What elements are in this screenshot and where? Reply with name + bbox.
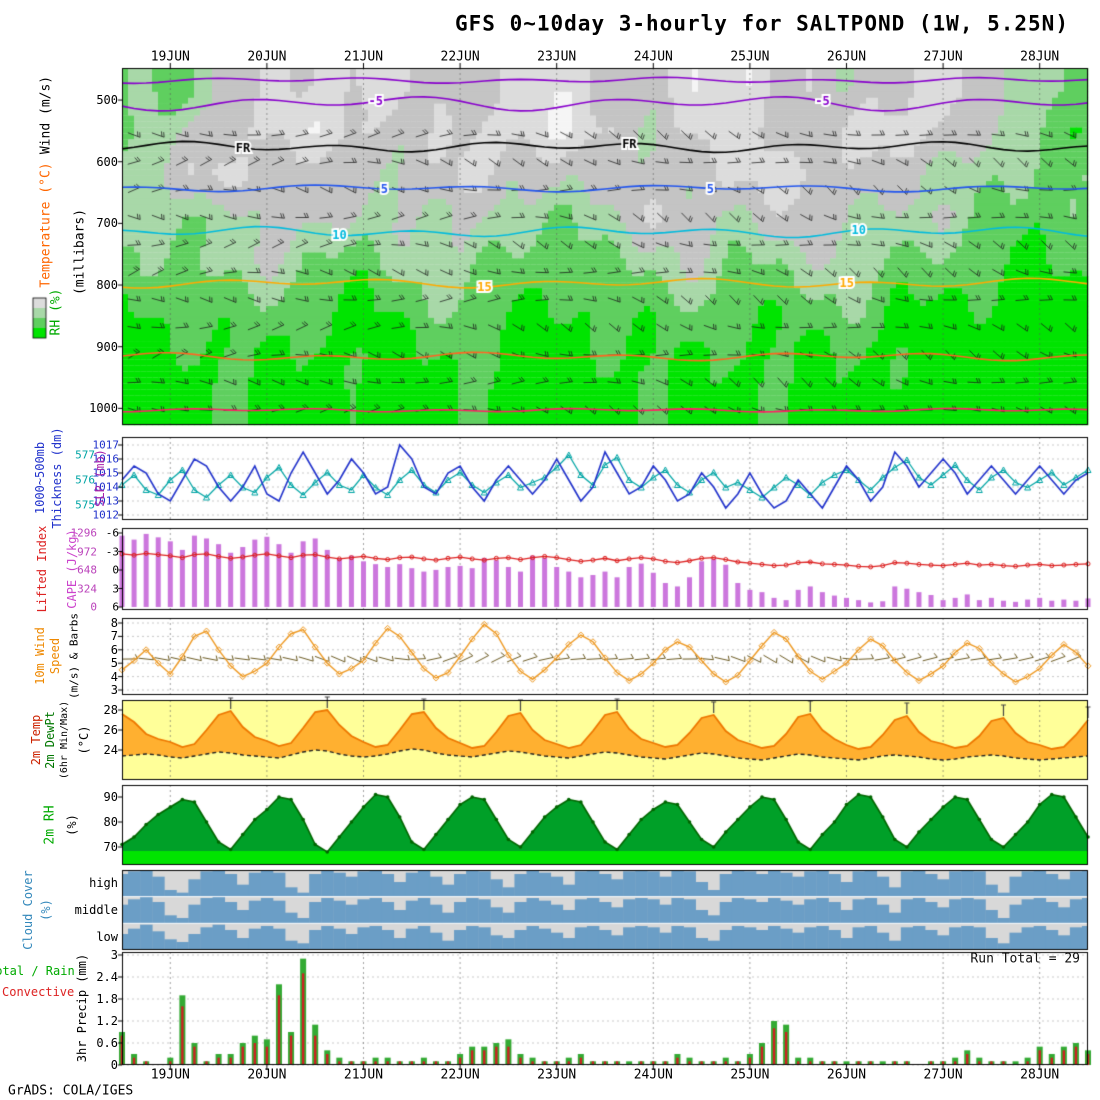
pressure-tick: 1000 [89,401,118,416]
date-label-top: 27JUN [923,49,963,65]
side-label-rh: RH (%) [48,288,64,336]
cloud-row-label: low [96,929,118,944]
li-tick: 3 [112,582,119,595]
wind-tick: 5 [110,656,118,671]
slp-tick: 1013 [92,494,120,508]
slp-tick: 1016 [92,452,120,466]
wind-tick: 8 [110,616,118,630]
thickness-tick: 576 [75,473,95,487]
date-label-bottom: 27JUN [923,1067,963,1083]
date-label-bottom: 23JUN [537,1067,577,1083]
credit-text: GrADS: COLA/IGES [8,1083,134,1099]
date-label-top: 23JUN [537,49,577,65]
cape-tick: 0 [90,600,97,614]
side-label-tr: Total / Rain [0,964,75,978]
pressure-tick: 800 [96,278,118,293]
date-label-top: 20JUN [247,49,287,65]
date-label-bottom: 25JUN [730,1067,770,1083]
run-total-label: Run Total = 29 [970,951,1080,967]
thickness-tick: 577 [75,448,95,462]
side-label-slp: SLP (mb) [93,449,107,507]
cape-tick: 648 [77,563,97,577]
date-label-bottom: 24JUN [633,1067,673,1083]
wind-tick: 4 [110,669,118,684]
date-label-top: 22JUN [440,49,480,65]
slp-tick: 1015 [92,466,120,480]
side-label-w10c: (m/s) & Barbs [67,612,81,700]
side-label-mm: (6hr Min/Max) [59,700,70,780]
pressure-tick: 500 [96,93,118,108]
rh-tick: 90 [103,790,118,804]
side-label-ccp: (%) [39,899,53,921]
side-label-li: Lifted Index [35,525,49,613]
side-label-d2: 2m DewPt [43,711,57,769]
chart-title: GFS 0~10day 3-hourly for SALTPOND (1W, 5… [455,11,1069,36]
side-label-pr3: 3hr Precip (mm) [75,953,89,1063]
date-label-top: 21JUN [343,49,384,65]
date-label-top: 26JUN [826,49,867,65]
side-label-w10a: 10m Wind [33,627,47,685]
precip-tick: 1.2 [96,1013,118,1028]
side-label-degc: (°C) [77,725,91,755]
slp-tick: 1017 [92,438,120,452]
date-label-bottom: 20JUN [247,1067,287,1083]
precip-tick: 0 [110,1058,118,1072]
date-label-top: 28JUN [1020,49,1060,65]
side-label-temperature: Temperature (°C) [38,162,54,288]
slp-tick: 1014 [92,480,120,494]
cape-tick: 324 [77,582,97,595]
precip-tick: 0.6 [96,1035,118,1050]
precip-tick: 1.8 [96,991,118,1006]
wind-tick: 6 [110,642,118,657]
date-label-bottom: 22JUN [440,1067,480,1083]
slp-tick: 1012 [92,508,120,522]
date-label-top: 24JUN [633,49,673,65]
li-tick: -3 [105,545,119,558]
thickness-tick: 575 [75,498,95,512]
temp-tick: 28 [103,703,118,717]
pressure-tick: 600 [96,154,118,169]
cape-tick: 972 [77,545,97,558]
temp-tick: 24 [103,743,118,757]
date-label-bottom: 21JUN [343,1067,384,1083]
wind-tick: 7 [110,629,118,644]
temp-tick: 26 [103,723,118,737]
li-tick: 0 [112,563,119,577]
wind-tick: 3 [110,683,118,697]
side-label-pct6: (%) [65,814,79,836]
rh-tick: 80 [103,815,118,829]
cloud-row-label: middle [74,903,118,917]
pressure-tick: 700 [96,216,118,231]
date-label-top: 25JUN [730,49,770,65]
side-label-rh2: 2m RH [42,805,58,845]
side-label-thk2: Thickness (dm) [50,427,64,529]
rh-tick: 70 [103,840,118,854]
cape-tick: 1296 [70,526,98,540]
date-label-bottom: 28JUN [1020,1067,1060,1083]
date-label-top: 19JUN [150,49,190,65]
side-label-millibars: (millibars) [72,208,88,296]
li-tick: -6 [105,526,119,540]
side-label-cape: CAPE (J/kg) [65,529,79,609]
side-label-cc: Cloud Cover [21,870,35,950]
side-label-wind_ms: Wind (m/s) [38,75,54,155]
side-label-t2: 2m Temp [29,714,43,766]
date-label-bottom: 26JUN [826,1067,867,1083]
side-label-conv: Convective [2,985,75,999]
side-label-w10b: Speed [48,637,62,675]
date-label-bottom: 19JUN [150,1067,190,1083]
cloud-row-label: high [89,876,118,891]
li-tick: 6 [112,600,119,614]
pressure-tick: 900 [96,339,118,354]
precip-tick: 3 [110,947,118,962]
precip-tick: 2.4 [96,969,118,984]
side-label-thk1: 1000~500mb [33,441,47,515]
